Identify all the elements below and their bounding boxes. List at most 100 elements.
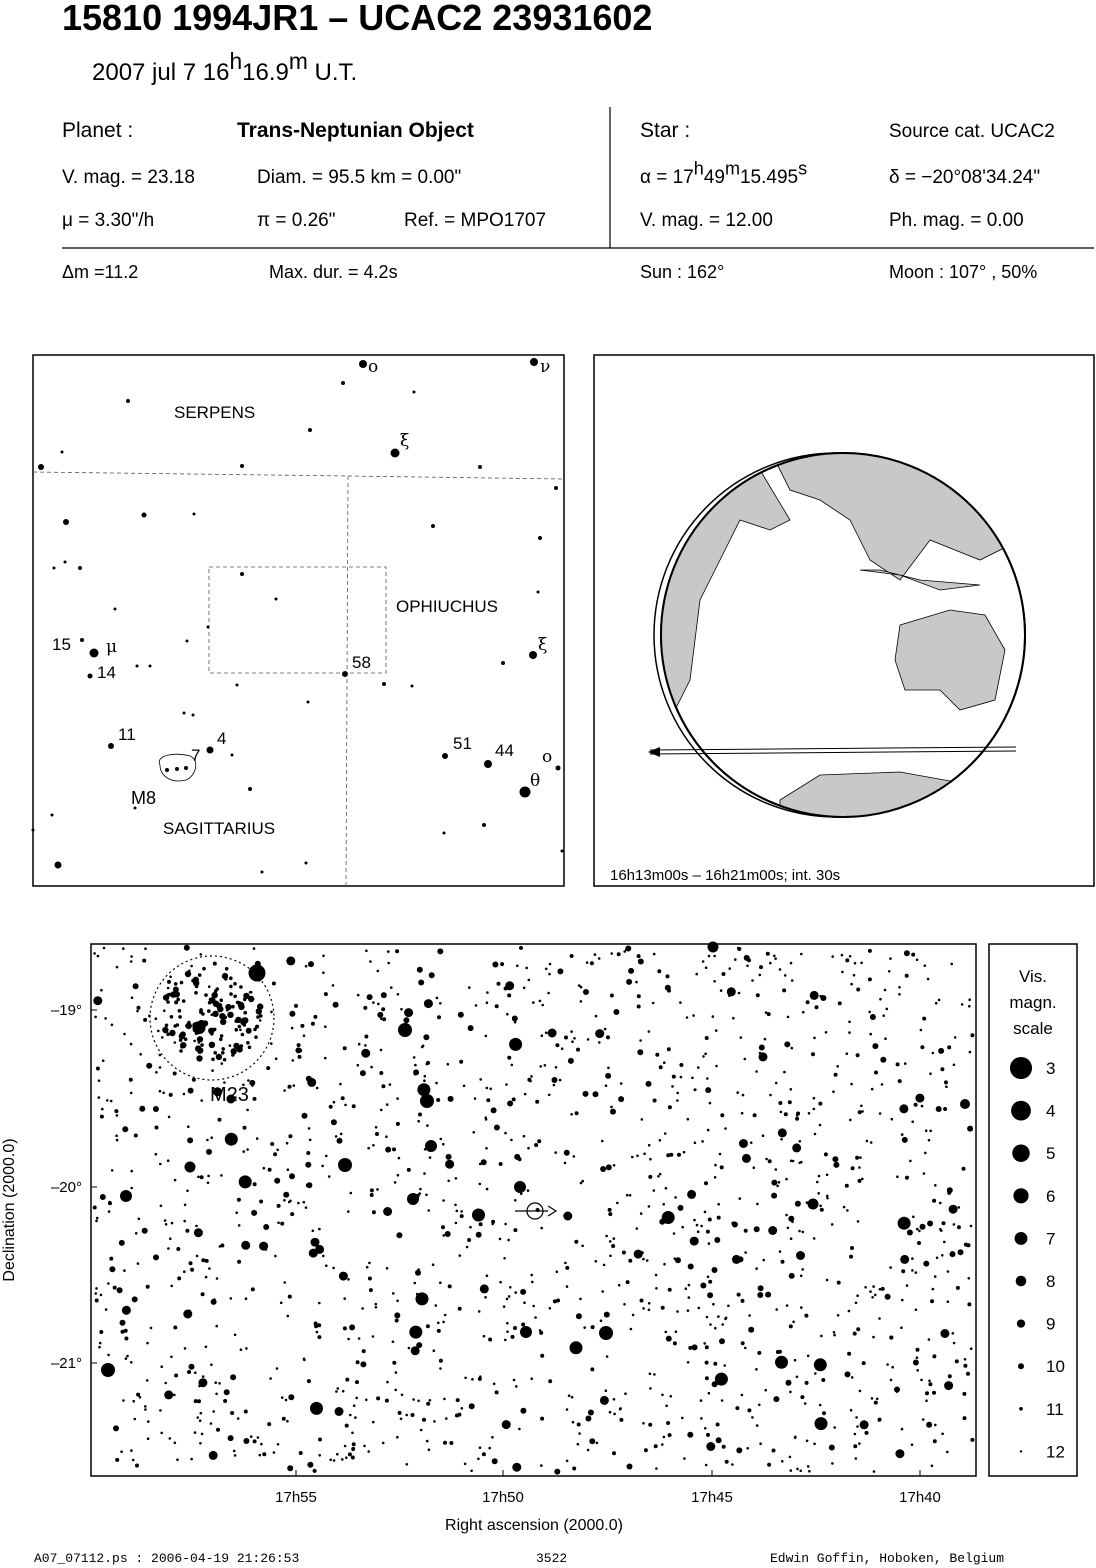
field-star [847, 1351, 852, 1356]
field-star [251, 1209, 258, 1216]
label: Star : [640, 119, 690, 142]
field-star [715, 1422, 720, 1427]
field-star [489, 1087, 493, 1091]
field-star [884, 1293, 891, 1300]
field-star [736, 1091, 739, 1094]
field-star [570, 1030, 573, 1033]
field-star [595, 1441, 599, 1445]
field-star [280, 1221, 285, 1226]
field-star [377, 1011, 384, 1018]
field-star [817, 1174, 821, 1178]
field-star [296, 1043, 301, 1048]
label: Planet : [62, 119, 133, 142]
field-star [963, 1242, 968, 1247]
field-star [821, 1378, 826, 1382]
field-star [929, 1129, 932, 1133]
cluster-star [234, 1028, 239, 1032]
field-star [122, 1126, 129, 1133]
field-star [186, 1189, 189, 1193]
field-star [872, 1470, 876, 1473]
field-star [321, 1164, 324, 1168]
finder-star [126, 399, 130, 403]
field-star [707, 1217, 712, 1222]
field-star [911, 1269, 914, 1272]
field-star [778, 1250, 782, 1253]
field-star [747, 1408, 752, 1413]
field-star [187, 1370, 192, 1374]
field-star [200, 1099, 203, 1102]
field-star [818, 1123, 822, 1127]
cluster-star [173, 991, 180, 998]
field-star [853, 961, 857, 965]
field-star [905, 1284, 909, 1287]
field-star [210, 1363, 213, 1366]
field-star [115, 1457, 120, 1462]
field-star [283, 1191, 290, 1198]
field-star [707, 1292, 714, 1299]
field-star [677, 1204, 684, 1211]
field-star [416, 1342, 423, 1349]
field-star [144, 1408, 147, 1411]
field-star [543, 1064, 547, 1067]
label: 10 [1046, 1357, 1065, 1376]
field-star [898, 993, 901, 996]
field-star [436, 1328, 441, 1333]
field-star [785, 1379, 792, 1386]
finder-star [359, 360, 367, 368]
field-star [872, 1335, 875, 1339]
field-star [706, 1432, 710, 1437]
field-star [372, 1144, 375, 1147]
field-star [515, 1385, 518, 1388]
field-star [836, 1280, 841, 1285]
field-star [492, 1382, 496, 1386]
field-star [145, 1379, 149, 1382]
field-star [697, 1306, 701, 1310]
label: Source cat. UCAC2 [889, 121, 1055, 142]
field-star [924, 1129, 928, 1132]
field-star [330, 1119, 337, 1126]
field-star [137, 1217, 141, 1221]
field-star [628, 1194, 632, 1197]
field-star [849, 1254, 854, 1259]
field-star [714, 1326, 717, 1330]
field-star [913, 1102, 918, 1107]
field-star [412, 1398, 415, 1401]
field-star [601, 1139, 604, 1143]
field-star [607, 1207, 612, 1212]
field-star [307, 1461, 314, 1468]
label: ξ [538, 635, 547, 655]
field-star [781, 1460, 784, 1463]
field-star [926, 1421, 933, 1428]
field-star [855, 1155, 860, 1160]
field-star [173, 1178, 177, 1182]
field-star [578, 1432, 581, 1435]
cluster-star [243, 992, 250, 1000]
label: 17h50 [482, 1489, 524, 1506]
field-star [395, 949, 400, 954]
field-star [652, 1189, 656, 1192]
field-star [850, 1246, 854, 1250]
cluster-star [184, 970, 192, 978]
label: π = 0.26" [257, 210, 336, 231]
field-star [581, 1244, 584, 1248]
field-star [417, 1119, 421, 1123]
field-star [560, 1047, 564, 1050]
field-star [795, 1202, 799, 1206]
field-star [369, 960, 372, 963]
field-star [883, 988, 887, 992]
field-star [694, 1088, 697, 1091]
field-star [347, 1452, 352, 1457]
field-star [940, 1329, 950, 1338]
field-star [344, 1423, 349, 1428]
field-star [455, 1209, 459, 1213]
field-star [187, 1137, 194, 1144]
field-star [371, 1210, 376, 1215]
field-star [505, 1297, 509, 1301]
field-star [833, 1161, 840, 1168]
field-star [774, 957, 777, 960]
cluster-star [233, 994, 237, 999]
field-star [801, 1230, 805, 1234]
field-star [527, 978, 531, 982]
field-star [307, 1127, 311, 1130]
field-star [790, 979, 794, 982]
